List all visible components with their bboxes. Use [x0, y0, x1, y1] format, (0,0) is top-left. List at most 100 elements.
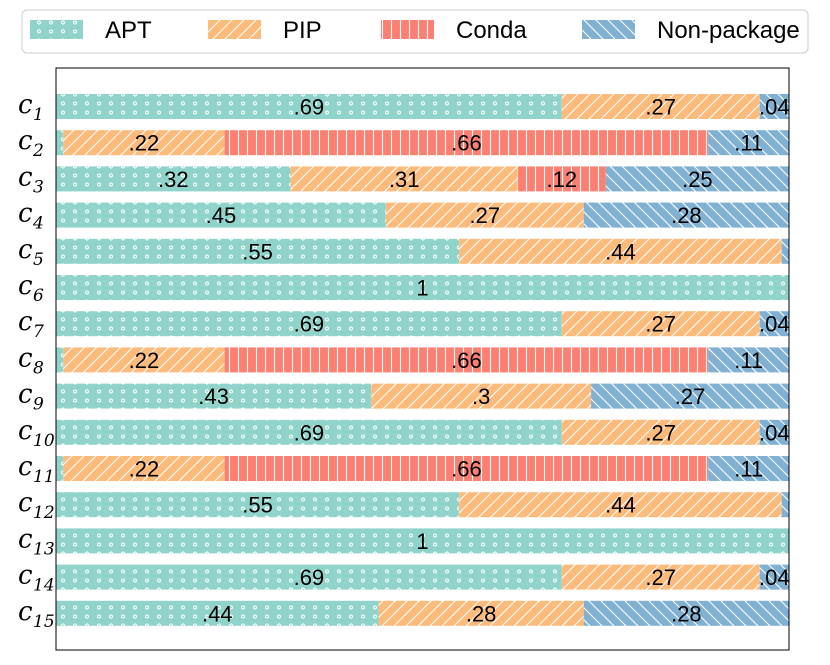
data-label-c2-non-package: .11	[734, 131, 763, 156]
data-label-c15-non-package: .28	[671, 601, 702, 626]
row-label-c11: c 11	[18, 452, 55, 487]
bar-c12-apt	[56, 492, 460, 518]
data-label-c10-pip: .27	[645, 420, 676, 445]
data-label-c1-apt: .69	[294, 95, 325, 120]
bar-c1-apt	[56, 94, 562, 119]
legend-label-pip: PIP	[283, 17, 322, 44]
svg-text:13: 13	[33, 539, 55, 559]
bar-c12-pip	[459, 492, 782, 518]
data-label-c7-pip: .27	[645, 312, 676, 337]
bar-c7-pip	[561, 311, 760, 337]
data-label-c11-pip: .22	[129, 457, 160, 482]
data-label-c9-apt: .43	[198, 384, 229, 409]
svg-text:7: 7	[33, 322, 44, 342]
bar-c11-apt	[56, 456, 64, 481]
legend-label-conda: Conda	[456, 17, 527, 44]
data-label-c3-pip: .31	[389, 167, 420, 192]
svg-text:c: c	[18, 488, 33, 518]
svg-text:c: c	[18, 452, 33, 482]
svg-text:c: c	[18, 235, 33, 265]
data-label-c2-conda: .66	[451, 131, 482, 156]
bar-c8-non-package	[708, 347, 789, 373]
bar-c7-non-package	[759, 311, 789, 337]
svg-text:12: 12	[33, 503, 55, 523]
bar-c1-pip	[561, 94, 760, 119]
legend-label-apt: APT	[105, 17, 152, 44]
data-label-c12-apt: .55	[242, 493, 273, 518]
data-label-c14-apt: .69	[294, 565, 325, 590]
data-label-c9-non-package: .27	[675, 384, 706, 409]
data-label-c10-apt: .69	[294, 420, 325, 445]
row-label-c13: c 13	[18, 524, 55, 559]
bar-c10-non-package	[759, 419, 789, 445]
data-label-c1-pip: .27	[645, 95, 676, 120]
row-label-c12: c 12	[18, 488, 55, 523]
svg-text:c: c	[18, 380, 33, 410]
bar-c11-pip	[63, 456, 225, 481]
svg-text:c: c	[18, 199, 33, 229]
bar-c11-non-package	[708, 456, 789, 481]
data-label-c7-non-package: .04	[759, 312, 790, 337]
svg-text:14: 14	[33, 576, 55, 596]
data-label-c15-apt: .44	[202, 601, 233, 626]
svg-text:5: 5	[33, 250, 44, 270]
bar-c11-conda	[224, 456, 709, 481]
bar-c5-non-package	[781, 238, 789, 264]
svg-text:3: 3	[33, 177, 44, 197]
data-label-c1-non-package: .04	[759, 95, 790, 120]
bar-c15-non-package	[583, 600, 789, 626]
data-label-c14-pip: .27	[645, 565, 676, 590]
data-label-c6-apt: 1	[416, 276, 428, 301]
data-label-c4-non-package: .28	[671, 203, 702, 228]
bar-c14-apt	[56, 564, 562, 590]
legend: APT PIP Conda Non-package	[21, 9, 809, 54]
svg-text:c: c	[18, 524, 33, 554]
bar-c13-apt	[56, 528, 789, 554]
bar-c4-non-package	[583, 202, 789, 228]
data-label-c3-non-package: .25	[682, 167, 713, 192]
data-label-c7-apt: .69	[294, 312, 325, 337]
data-label-c15-pip: .28	[466, 601, 497, 626]
bar-c2-apt	[56, 130, 64, 156]
bar-c5-pip	[459, 238, 782, 264]
svg-text:9: 9	[33, 395, 44, 415]
data-label-c4-apt: .45	[206, 203, 237, 228]
row-label-c15: c 15	[18, 597, 55, 632]
data-label-c8-conda: .66	[451, 348, 482, 373]
data-label-c3-apt: .32	[158, 167, 189, 192]
svg-text:c: c	[18, 271, 33, 301]
data-label-c14-non-package: .04	[759, 565, 790, 590]
bar-c1-non-package	[759, 94, 789, 119]
svg-text:15: 15	[33, 612, 55, 632]
bar-c4-pip	[385, 202, 584, 228]
bar-c2-non-package	[708, 130, 789, 156]
data-label-c2-pip: .22	[129, 131, 160, 156]
data-label-c11-conda: .66	[451, 457, 482, 482]
legend-swatch-pip	[208, 20, 261, 39]
data-label-c8-pip: .22	[129, 348, 160, 373]
data-label-c5-apt: .55	[242, 239, 273, 264]
svg-text:c: c	[18, 162, 33, 192]
plot-frame	[55, 67, 790, 651]
bar-c3-conda	[517, 166, 606, 192]
legend-swatch-non-package	[582, 20, 635, 39]
bar-c10-apt	[56, 419, 562, 445]
bar-c9-apt	[56, 383, 372, 409]
svg-text:8: 8	[33, 358, 44, 378]
bar-c9-pip	[371, 383, 592, 409]
bar-c10-pip	[561, 419, 760, 445]
bar-c14-non-package	[759, 564, 789, 590]
svg-text:1: 1	[33, 105, 44, 125]
bar-c3-pip	[290, 166, 518, 192]
row-label-c14: c 14	[18, 561, 55, 596]
bar-c14-pip	[561, 564, 760, 590]
bar-c3-non-package	[605, 166, 789, 192]
bar-c9-non-package	[591, 383, 789, 409]
